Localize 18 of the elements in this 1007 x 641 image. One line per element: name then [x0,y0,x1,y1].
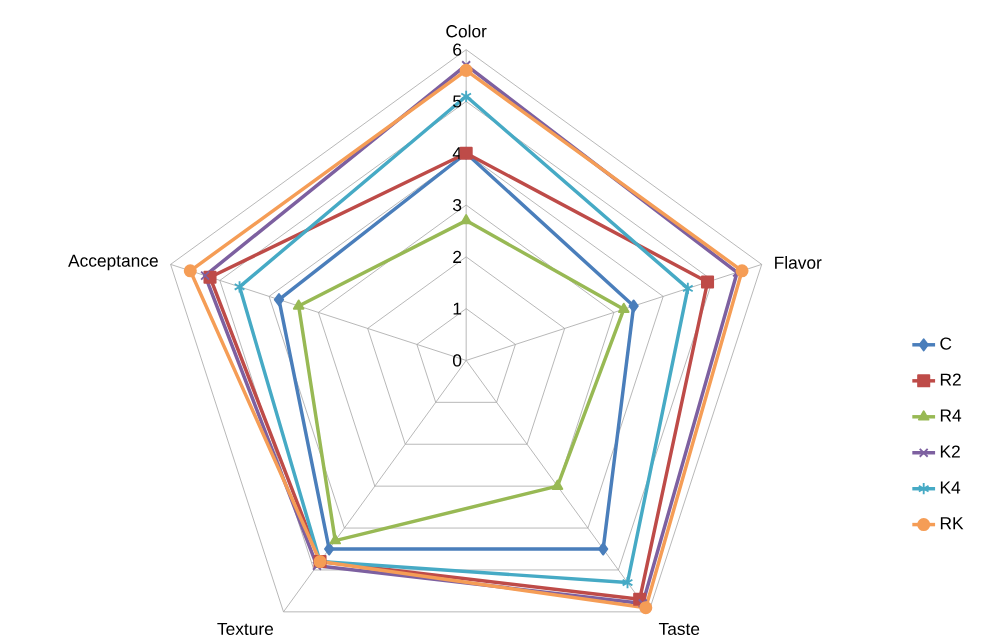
legend-label: R4 [940,409,962,422]
legend-label: C [940,337,952,350]
y-tick-label: 1 [453,302,462,315]
y-tick-label: 0 [453,354,462,367]
y-tick-label: 3 [453,199,462,212]
spoke-label: Taste [658,623,700,636]
legend-label: R2 [940,373,961,386]
y-tick-label: 6 [453,43,462,56]
y-tick-label: 5 [453,95,462,108]
legend-label: K4 [940,481,961,494]
y-tick-label: 4 [452,147,462,160]
spoke-label: Flavor [775,256,822,269]
spoke-label: Texture [217,623,274,636]
legend-label: K2 [940,445,960,458]
spoke-label: Acceptance [68,254,158,271]
spoke-label: Color [446,24,487,38]
legend-label: RK [940,517,964,530]
y-tick-label: 2 [453,250,462,263]
